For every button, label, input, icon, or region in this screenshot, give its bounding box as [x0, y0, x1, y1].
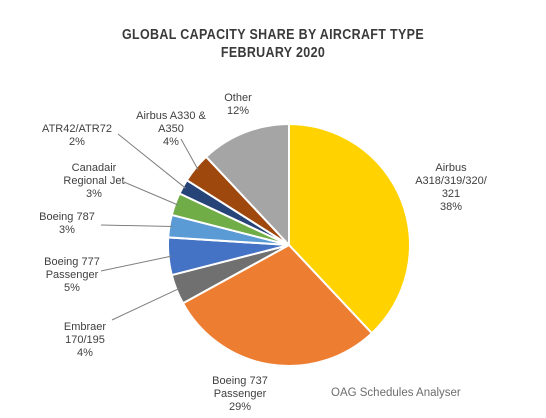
slice-labels: Airbus A318/319/320/321 38% Boeing 737 Passe… — [39, 92, 488, 413]
pie-slice-0 — [288, 122, 412, 335]
chart-subtitle: FEBRUARY 2020 — [220, 45, 326, 61]
leader-line-7 — [180, 138, 199, 171]
slice-label-1: Boeing 737 Passenger 29% — [212, 375, 268, 413]
slice-label-2: Embraer 170/195 4% — [64, 321, 107, 359]
chart-title: GLOBAL CAPACITY SHARE BY AIRCRAFT TYPE — [122, 27, 424, 43]
source-note: OAG Schedules Analyser — [331, 387, 461, 399]
pie-slices — [167, 122, 412, 367]
slice-label-6: ATR42/ATR72 2% — [42, 123, 112, 148]
slice-label-5: Canadair Regional Jet 3% — [63, 162, 124, 200]
slice-label-0: Airbus A318/319/320/321 38% — [415, 162, 488, 213]
pie-slice-1 — [181, 243, 374, 367]
pie-slice-8 — [204, 122, 290, 248]
slice-label-4: Boeing 787 3% — [39, 211, 95, 236]
leader-lines — [100, 133, 199, 321]
leader-line-2 — [111, 287, 180, 321]
leader-line-5 — [123, 181, 179, 206]
leader-line-3 — [100, 255, 172, 272]
slice-label-7: Airbus A330 & A350 4% — [136, 110, 206, 148]
leader-line-6 — [117, 133, 186, 189]
slice-label-8: Other 12% — [224, 92, 252, 117]
leader-line-4 — [100, 224, 173, 227]
slice-label-3: Boeing 777 Passenger 5% — [44, 256, 100, 294]
